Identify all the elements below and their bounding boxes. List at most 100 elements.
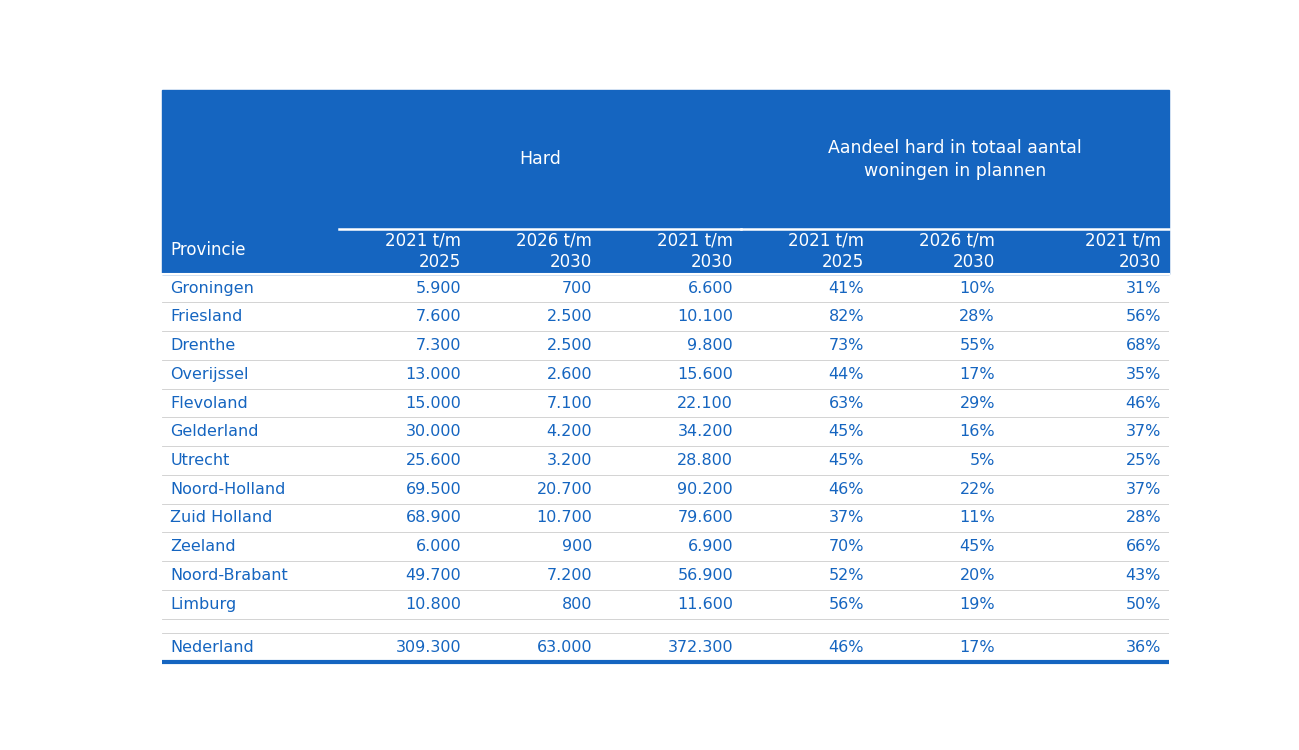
Text: 15.600: 15.600 [677, 367, 733, 382]
Text: 15.000: 15.000 [405, 395, 461, 410]
Text: 28.800: 28.800 [677, 453, 733, 468]
Text: 37%: 37% [829, 511, 864, 526]
Text: 2021 t/m
2030: 2021 t/m 2030 [1085, 231, 1161, 272]
Text: 55%: 55% [960, 338, 995, 353]
Text: Drenthe: Drenthe [170, 338, 235, 353]
Text: 6.000: 6.000 [416, 539, 461, 554]
Text: 36%: 36% [1126, 640, 1161, 655]
Text: 22%: 22% [960, 482, 995, 496]
Text: Provincie: Provincie [170, 242, 246, 260]
Text: 6.900: 6.900 [687, 539, 733, 554]
Text: 2021 t/m
2030: 2021 t/m 2030 [657, 231, 733, 272]
Text: Hard: Hard [520, 150, 561, 168]
Text: 45%: 45% [829, 453, 864, 468]
Text: 66%: 66% [1125, 539, 1161, 554]
Text: 22.100: 22.100 [677, 395, 733, 410]
Text: 11.600: 11.600 [677, 597, 733, 612]
Text: 52%: 52% [829, 568, 864, 583]
Text: 20.700: 20.700 [536, 482, 592, 496]
Text: 3.200: 3.200 [547, 453, 592, 468]
Text: 2026 t/m
2030: 2026 t/m 2030 [920, 231, 995, 272]
Text: 19%: 19% [960, 597, 995, 612]
Text: 700: 700 [562, 280, 592, 296]
Text: 20%: 20% [960, 568, 995, 583]
Text: 7.100: 7.100 [547, 395, 592, 410]
Text: 56%: 56% [829, 597, 864, 612]
Text: Overijssel: Overijssel [170, 367, 249, 382]
Text: 56.900: 56.900 [678, 568, 733, 583]
Text: Noord-Brabant: Noord-Brabant [170, 568, 288, 583]
Text: 68.900: 68.900 [405, 511, 461, 526]
Text: 90.200: 90.200 [678, 482, 733, 496]
Text: 29%: 29% [960, 395, 995, 410]
Text: Gelderland: Gelderland [170, 424, 259, 439]
Text: 5%: 5% [969, 453, 995, 468]
Text: 2026 t/m
2030: 2026 t/m 2030 [517, 231, 592, 272]
Text: Nederland: Nederland [170, 640, 255, 655]
Text: Friesland: Friesland [170, 309, 243, 324]
Text: 56%: 56% [1125, 309, 1161, 324]
Text: 41%: 41% [829, 280, 864, 296]
Text: 10.800: 10.800 [405, 597, 461, 612]
Text: 28%: 28% [1125, 511, 1161, 526]
Text: Utrecht: Utrecht [170, 453, 230, 468]
Text: 30.000: 30.000 [405, 424, 461, 439]
Text: 37%: 37% [1126, 424, 1161, 439]
Text: 37%: 37% [1126, 482, 1161, 496]
Text: 6.600: 6.600 [687, 280, 733, 296]
Text: 372.300: 372.300 [668, 640, 733, 655]
Text: 82%: 82% [829, 309, 864, 324]
Text: 46%: 46% [829, 482, 864, 496]
Text: 79.600: 79.600 [678, 511, 733, 526]
Text: 63%: 63% [829, 395, 864, 410]
Text: 25%: 25% [1125, 453, 1161, 468]
Text: 309.300: 309.300 [396, 640, 461, 655]
Text: 45%: 45% [960, 539, 995, 554]
Text: 2021 t/m
2025: 2021 t/m 2025 [788, 231, 864, 272]
Text: 44%: 44% [829, 367, 864, 382]
Text: Aandeel hard in totaal aantal
woningen in plannen: Aandeel hard in totaal aantal woningen i… [829, 139, 1082, 180]
Text: 9.800: 9.800 [687, 338, 733, 353]
Bar [162, 90, 1169, 274]
Text: 13.000: 13.000 [405, 367, 461, 382]
Text: 46%: 46% [1125, 395, 1161, 410]
Text: Limburg: Limburg [170, 597, 236, 612]
Text: 10.700: 10.700 [536, 511, 592, 526]
Text: 49.700: 49.700 [405, 568, 461, 583]
Text: Zuid Holland: Zuid Holland [170, 511, 273, 526]
Text: 4.200: 4.200 [547, 424, 592, 439]
Text: 31%: 31% [1125, 280, 1161, 296]
Text: 11%: 11% [959, 511, 995, 526]
Text: 50%: 50% [1125, 597, 1161, 612]
Text: 2.500: 2.500 [547, 309, 592, 324]
Text: 46%: 46% [829, 640, 864, 655]
Text: 25.600: 25.600 [405, 453, 461, 468]
Text: 10.100: 10.100 [677, 309, 733, 324]
Text: Noord-Holland: Noord-Holland [170, 482, 286, 496]
Text: 45%: 45% [829, 424, 864, 439]
Text: 63.000: 63.000 [536, 640, 592, 655]
Text: 2021 t/m
2025: 2021 t/m 2025 [386, 231, 461, 272]
Text: Zeeland: Zeeland [170, 539, 236, 554]
Text: 10%: 10% [960, 280, 995, 296]
Text: 16%: 16% [960, 424, 995, 439]
Text: 17%: 17% [960, 640, 995, 655]
Text: 2.600: 2.600 [547, 367, 592, 382]
Text: 69.500: 69.500 [405, 482, 461, 496]
Text: 17%: 17% [960, 367, 995, 382]
Text: 7.200: 7.200 [547, 568, 592, 583]
Text: 73%: 73% [829, 338, 864, 353]
Text: 28%: 28% [960, 309, 995, 324]
Text: 35%: 35% [1126, 367, 1161, 382]
Text: 70%: 70% [829, 539, 864, 554]
Text: 7.600: 7.600 [416, 309, 461, 324]
Text: 34.200: 34.200 [678, 424, 733, 439]
Text: 900: 900 [562, 539, 592, 554]
Text: Groningen: Groningen [170, 280, 255, 296]
Text: 800: 800 [561, 597, 592, 612]
Text: 7.300: 7.300 [416, 338, 461, 353]
Text: 68%: 68% [1125, 338, 1161, 353]
Text: 2.500: 2.500 [547, 338, 592, 353]
Text: 5.900: 5.900 [416, 280, 461, 296]
Text: 43%: 43% [1126, 568, 1161, 583]
